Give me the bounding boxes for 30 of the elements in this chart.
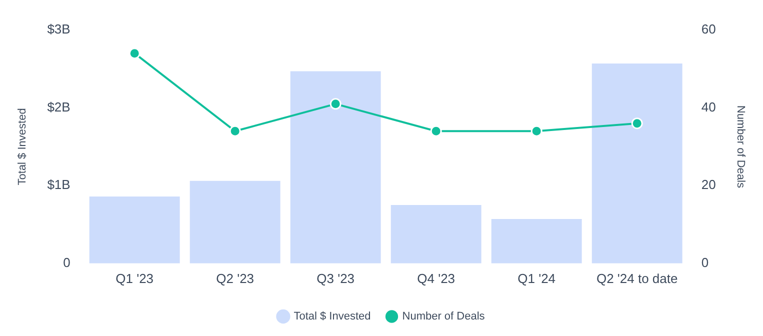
point <box>128 48 140 60</box>
x-tick-label: Q1 '24 <box>518 270 556 286</box>
y2-tick-label: 20 <box>701 177 716 192</box>
y-tick-label: $3B <box>47 22 70 37</box>
y-tick-label: $1B <box>47 177 70 192</box>
point <box>430 125 442 137</box>
bar <box>290 71 381 264</box>
bar <box>89 196 180 264</box>
x-tick-label: Q4 '23 <box>417 270 456 286</box>
x-tick-label: Q3 '23 <box>316 270 355 286</box>
point <box>530 125 542 137</box>
x-tick-label: Q1 '23 <box>116 270 154 286</box>
legend-label: Number of Deals <box>402 310 486 323</box>
x-tick-label: Q2 '23 <box>216 270 254 286</box>
y2-tick-label: 40 <box>701 99 716 114</box>
point <box>229 125 241 137</box>
x-tick-label: Q2 '24 to date <box>596 270 678 286</box>
y2-tick-label: 60 <box>701 22 716 37</box>
point <box>330 98 342 110</box>
y2-tick-label: 0 <box>701 254 709 270</box>
legend-label: Total $ Invested <box>294 310 371 323</box>
y-axis-title: Total $ Invested <box>16 108 29 186</box>
bar <box>491 219 582 264</box>
y-tick-label: $2B <box>47 99 70 114</box>
bar <box>592 63 682 264</box>
bar <box>190 180 280 264</box>
bar <box>390 205 482 264</box>
y2-axis-title: Number of Deals <box>734 105 746 188</box>
y-tick-label: 0 <box>63 254 70 270</box>
point <box>631 118 643 130</box>
